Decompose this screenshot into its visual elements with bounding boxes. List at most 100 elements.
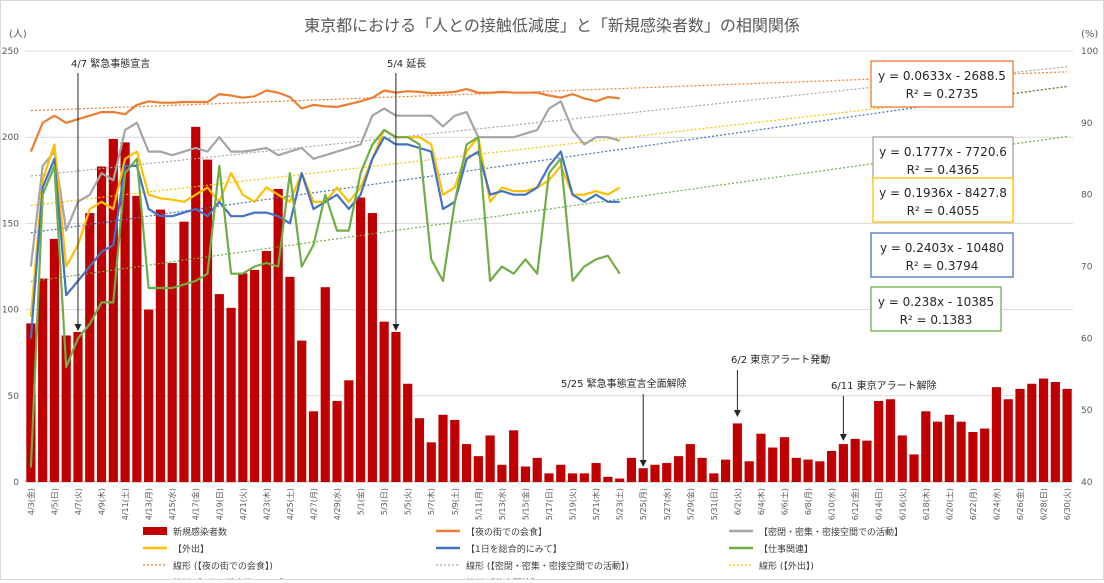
right-y-tick-label: 80 [1081,191,1093,201]
bar-new-cases [1038,378,1049,482]
x-tick-label: 5/3(日) [380,488,389,515]
arrow-icon [392,324,400,331]
bar-new-cases [391,332,401,482]
bar-new-cases [238,273,248,482]
bar-new-cases [344,380,354,482]
bar-new-cases [732,423,742,482]
annotation-label: 6/2 東京アラート発動 [731,353,830,366]
bar-new-cases [685,444,695,482]
right-y-tick-label: 90 [1081,119,1093,129]
bar-new-cases [450,419,460,482]
annotation-label: 5/4 延長 [387,58,426,70]
x-tick-label: 6/4(木) [756,488,766,515]
bar-new-cases [26,323,36,482]
bar-new-cases [1027,383,1037,482]
bar-new-cases [332,400,342,482]
bar-new-cases [815,461,825,482]
bar-new-cases [308,411,319,482]
legend-label: 【夜の街での会食】 [466,526,547,538]
equation-box [870,60,1014,108]
annotation-label: 6/11 東京アラート解除 [831,379,937,392]
bar-new-cases [367,213,377,482]
bar-new-cases [944,414,954,482]
x-tick-label: 4/23(木) [261,488,271,520]
right-y-tick-label: 100 [1081,47,1098,57]
equation-box [870,232,1014,278]
trend-equation: y = 0.1936x - 8427.8 [879,186,1007,200]
bar-new-cases [379,321,389,482]
left-y-tick-label: 0 [13,478,19,488]
x-tick-label: 6/10(水) [827,488,837,520]
bar-new-cases [426,442,436,482]
bar-new-cases [768,447,778,482]
bar-new-cases [650,464,660,482]
x-tick-label: 6/8(月) [804,488,813,515]
bar-new-cases [509,430,519,482]
trend-r2: R² = 0.2735 [906,87,979,101]
x-tick-label: 5/25(月) [639,488,648,520]
bar-new-cases [179,221,189,482]
bar-new-cases [697,457,707,482]
series-line [29,128,621,468]
bar-new-cases [544,473,554,482]
x-tick-label: 4/17(金) [191,488,201,520]
left-y-tick-label: 50 [8,392,20,402]
legend-label: 【外出】 [173,543,209,555]
trend-r2: R² = 0.3794 [906,259,979,273]
trendline [30,85,1068,234]
x-tick-label: 6/24(水) [991,488,1001,520]
bar-new-cases [297,340,307,482]
bar-new-cases [49,238,60,482]
bar-new-cases [202,159,213,482]
left-y-tick-label: 200 [2,133,19,143]
legend-label: 線形 (【夜の街での会食】) [173,560,273,572]
left-y-tick-label: 100 [2,306,19,316]
x-tick-label: 5/11(月) [474,488,483,520]
left-y-tick-label: 250 [2,47,19,57]
bar-new-cases [38,278,48,482]
right-y-tick-label: 70 [1081,263,1093,273]
bar-new-cases [673,456,684,482]
legend-label: 【仕事関連】 [759,543,813,555]
bar-new-cases [1050,382,1060,482]
bar-new-cases [108,138,118,482]
series-line [29,87,620,153]
bar-new-cases [968,432,978,482]
bar-new-cases [567,473,578,482]
x-tick-label: 5/13(水) [497,488,507,520]
bar-new-cases [980,428,990,482]
legend-label: 【1日を総合的にみて】 [466,543,562,555]
bar-new-cases [603,476,613,482]
equation-box [872,177,1014,223]
bar-new-cases [756,433,766,482]
x-tick-label: 6/2(火) [733,488,742,515]
x-tick-label: 6/18(木) [921,488,931,520]
bar-new-cases [403,383,413,482]
x-tick-label: 6/26(金) [1015,488,1025,520]
legend-label: 新規感染者数 [173,526,227,538]
x-tick-label: 5/31(日) [710,488,719,520]
bar-new-cases [556,464,566,482]
x-tick-label: 5/15(金) [520,488,530,520]
x-tick-label: 4/29(水) [332,488,342,520]
legend-label: 【密閉・密集・密接空間での活動】 [759,526,903,538]
x-tick-label: 6/6(土) [780,488,790,515]
bar-new-cases [615,478,625,482]
legend-label: 線形 (【密閉・密集・密接空間での活動】) [466,560,629,572]
x-tick-label: 4/21(火) [239,488,248,520]
bar-new-cases [285,276,295,482]
bar-new-cases [874,400,884,482]
bar-new-cases [591,463,601,482]
arrow-icon [839,434,847,441]
x-tick-label: 6/20(土) [944,488,954,520]
bar-new-cases [638,468,648,482]
bar-new-cases [662,463,672,482]
x-tick-label: 4/25(土) [285,488,295,520]
trend-r2: R² = 0.4365 [907,163,980,177]
bar-new-cases [61,335,71,482]
bar-new-cases [226,307,236,482]
x-tick-label: 6/30(火) [1063,488,1072,520]
bar-new-cases [1003,399,1013,482]
trend-r2: R² = 0.4055 [907,204,980,218]
